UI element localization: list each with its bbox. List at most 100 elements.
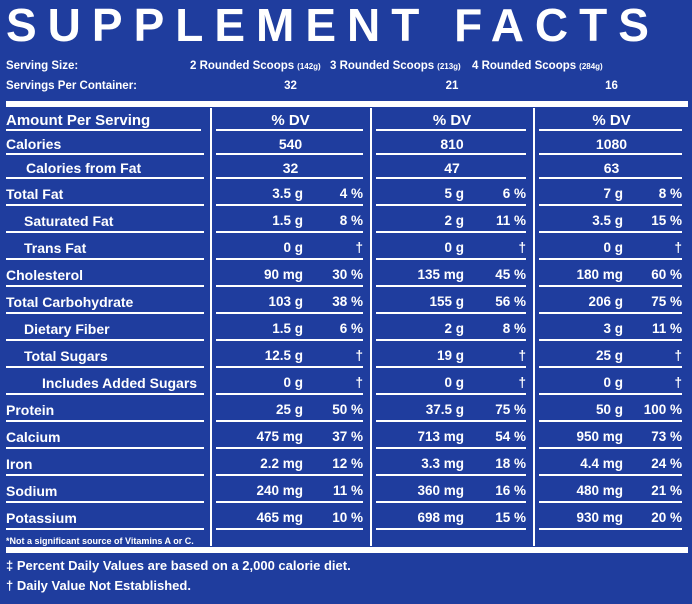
daily-value-percent: †	[355, 347, 363, 363]
row-underline	[6, 204, 204, 206]
row-underline	[216, 258, 363, 260]
amount-value: 0 g	[283, 374, 303, 390]
amount-value: 12.5 g	[264, 347, 303, 363]
serving-grams: (284g)	[579, 62, 603, 71]
amount-value: 3.3 mg	[421, 455, 464, 471]
daily-value-percent: 20 %	[651, 509, 682, 525]
serving-scoops: 4 Rounded Scoops	[472, 60, 577, 72]
row-underline	[6, 339, 204, 341]
nutrient-name: Includes Added Sugars	[42, 374, 198, 391]
nutrient-name: Sodium	[6, 482, 58, 499]
row-underline	[376, 420, 526, 422]
daily-value-percent: †	[518, 374, 526, 390]
row-underline	[6, 366, 204, 368]
row-underline	[376, 528, 526, 530]
daily-value-percent: †	[518, 347, 526, 363]
row-underline	[216, 231, 363, 233]
daily-value-percent: 21 %	[651, 482, 682, 498]
daily-value-percent: 73 %	[651, 428, 682, 444]
row-underline	[539, 312, 682, 314]
daily-value-percent: 4 %	[339, 185, 363, 201]
row-underline	[539, 501, 682, 503]
row-underline	[6, 129, 201, 131]
daily-value-percent: 6 %	[339, 320, 363, 336]
amount-value: 4.4 mg	[580, 455, 623, 471]
row-underline	[216, 393, 363, 395]
amount-value: 2 g	[444, 320, 464, 336]
daily-value-percent: 15 %	[651, 212, 682, 228]
daily-value-percent: 18 %	[495, 455, 526, 471]
daily-value-percent: 11 %	[332, 482, 363, 498]
amount-value: 930 mg	[576, 509, 623, 525]
amount-value: 950 mg	[576, 428, 623, 444]
nutrient-name: Calcium	[6, 428, 61, 445]
daily-value-percent: 30 %	[332, 266, 363, 282]
footnote-daily-values: ‡ Percent Daily Values are based on a 2,…	[6, 558, 351, 573]
amount-value: 5 g	[444, 185, 464, 201]
row-underline	[539, 153, 682, 155]
nutrient-name: Total Carbohydrate	[6, 293, 134, 310]
amount-value: 25 g	[595, 347, 623, 363]
amount-value: 155 g	[429, 293, 464, 309]
row-underline	[6, 501, 204, 503]
nutrient-name: Trans Fat	[24, 239, 87, 256]
vitamin-note: *Not a significant source of Vitamins A …	[6, 536, 194, 546]
amount-value: 713 mg	[417, 428, 464, 444]
column-divider	[210, 108, 212, 546]
row-underline	[216, 339, 363, 341]
calories-value: 1080	[595, 136, 628, 152]
amount-value: 465 mg	[256, 509, 303, 525]
amount-value: 103 g	[268, 293, 303, 309]
row-underline	[539, 177, 682, 179]
row-underline	[539, 393, 682, 395]
servings-per-container-value: 16	[605, 80, 618, 92]
row-underline	[6, 447, 204, 449]
row-underline	[216, 447, 363, 449]
daily-value-percent: †	[674, 347, 682, 363]
row-underline	[376, 285, 526, 287]
amount-value: 7 g	[603, 185, 623, 201]
row-underline	[376, 339, 526, 341]
amount-value: 3.5 g	[592, 212, 623, 228]
nutrient-name: Saturated Fat	[24, 212, 114, 229]
row-underline	[539, 366, 682, 368]
amount-value: 0 g	[444, 374, 464, 390]
row-underline	[539, 339, 682, 341]
daily-value-percent: 37 %	[332, 428, 363, 444]
row-label: Calories from Fat	[26, 160, 142, 176]
header-value: % DV	[592, 111, 631, 129]
row-underline	[376, 177, 526, 179]
row-underline	[539, 231, 682, 233]
row-underline	[376, 393, 526, 395]
daily-value-percent: 11 %	[651, 320, 682, 336]
daily-value-percent: 8 %	[339, 212, 363, 228]
row-underline	[6, 153, 204, 155]
serving-size-value: 2 Rounded Scoops (142g)	[190, 60, 321, 72]
nutrient-name: Total Sugars	[24, 347, 108, 364]
footnote-not-established: † Daily Value Not Established.	[6, 578, 191, 593]
calories-from-fat-value: 63	[603, 160, 620, 176]
amount-value: 90 mg	[263, 266, 303, 282]
amount-value: 19 g	[436, 347, 464, 363]
serving-grams: (213g)	[437, 62, 461, 71]
serving-grams: (142g)	[297, 62, 321, 71]
nutrient-name: Iron	[6, 455, 33, 472]
row-label: Calories	[6, 136, 62, 152]
daily-value-percent: †	[355, 374, 363, 390]
row-underline	[6, 285, 204, 287]
calories-from-fat-value: 32	[282, 160, 299, 176]
daily-value-percent: 11 %	[495, 212, 526, 228]
column-divider	[533, 108, 535, 546]
row-underline	[539, 258, 682, 260]
serving-scoops: 3 Rounded Scoops	[330, 60, 435, 72]
amount-value: 698 mg	[417, 509, 464, 525]
row-underline	[539, 285, 682, 287]
amount-value: 0 g	[283, 239, 303, 255]
serving-scoops: 2 Rounded Scoops	[190, 60, 295, 72]
row-underline	[216, 366, 363, 368]
row-label: Amount Per Serving	[6, 111, 151, 129]
row-underline	[216, 204, 363, 206]
nutrient-name: Dietary Fiber	[24, 320, 110, 337]
amount-value: 50 g	[595, 401, 623, 417]
daily-value-percent: 8 %	[502, 320, 526, 336]
